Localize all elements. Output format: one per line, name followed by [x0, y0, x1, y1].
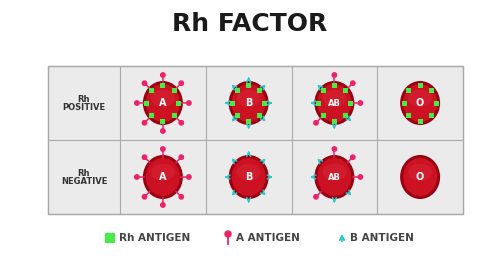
Ellipse shape	[403, 158, 437, 196]
Ellipse shape	[322, 164, 346, 181]
Circle shape	[225, 231, 231, 237]
Text: Rh: Rh	[78, 170, 90, 179]
Text: NEGATIVE: NEGATIVE	[61, 176, 107, 186]
Text: Rh: Rh	[78, 95, 90, 104]
Ellipse shape	[228, 81, 268, 125]
Circle shape	[160, 147, 165, 151]
Bar	[230, 101, 235, 106]
Ellipse shape	[400, 155, 440, 199]
Bar	[402, 101, 406, 106]
Ellipse shape	[408, 164, 432, 181]
Circle shape	[160, 203, 165, 207]
Bar	[246, 118, 251, 124]
Text: A ANTIGEN: A ANTIGEN	[236, 233, 300, 243]
Ellipse shape	[318, 84, 352, 122]
Circle shape	[358, 175, 362, 179]
Circle shape	[186, 101, 191, 105]
Text: POSITIVE: POSITIVE	[62, 102, 106, 111]
Ellipse shape	[403, 84, 437, 122]
Ellipse shape	[408, 90, 432, 107]
Bar	[149, 113, 154, 118]
Bar	[172, 88, 176, 93]
Text: AB: AB	[328, 173, 341, 181]
Bar	[434, 101, 438, 106]
Bar	[149, 88, 154, 93]
Bar	[418, 83, 422, 87]
Circle shape	[179, 195, 184, 199]
Text: A: A	[159, 98, 166, 108]
Bar	[406, 113, 412, 118]
Ellipse shape	[228, 155, 268, 199]
Text: B ANTIGEN: B ANTIGEN	[350, 233, 414, 243]
Bar	[320, 113, 326, 118]
Circle shape	[314, 195, 318, 199]
Bar	[176, 101, 182, 106]
Bar	[235, 88, 240, 93]
Circle shape	[160, 129, 165, 133]
Circle shape	[179, 155, 184, 159]
Text: O: O	[416, 98, 424, 108]
Bar	[348, 101, 353, 106]
Ellipse shape	[151, 164, 175, 181]
Circle shape	[142, 155, 146, 159]
Text: Rh FACTOR: Rh FACTOR	[172, 12, 328, 36]
Circle shape	[142, 195, 146, 199]
Bar	[258, 113, 262, 118]
Circle shape	[134, 101, 139, 105]
Bar	[144, 101, 150, 106]
Bar	[48, 66, 463, 214]
Bar	[429, 88, 434, 93]
Text: Rh ANTIGEN: Rh ANTIGEN	[119, 233, 190, 243]
Ellipse shape	[143, 155, 183, 199]
Circle shape	[160, 73, 165, 77]
Bar	[332, 118, 337, 124]
Circle shape	[350, 155, 355, 159]
Text: A: A	[159, 172, 166, 182]
Bar	[258, 88, 262, 93]
Bar	[160, 83, 166, 87]
Bar	[343, 113, 348, 118]
Ellipse shape	[314, 81, 354, 125]
Circle shape	[134, 175, 139, 179]
Bar	[343, 88, 348, 93]
Circle shape	[142, 81, 146, 85]
Ellipse shape	[146, 158, 180, 196]
Circle shape	[186, 175, 191, 179]
Ellipse shape	[400, 81, 440, 125]
Ellipse shape	[151, 90, 175, 107]
Bar	[429, 113, 434, 118]
Bar	[320, 88, 326, 93]
Circle shape	[142, 120, 146, 125]
Bar	[246, 83, 251, 87]
Text: B: B	[245, 172, 252, 182]
Bar	[332, 83, 337, 87]
Text: O: O	[416, 172, 424, 182]
Circle shape	[332, 147, 336, 151]
Ellipse shape	[322, 90, 346, 107]
Ellipse shape	[314, 155, 354, 199]
Text: B: B	[245, 98, 252, 108]
Bar	[418, 118, 422, 124]
Bar	[235, 113, 240, 118]
Bar	[172, 113, 176, 118]
Bar	[406, 88, 412, 93]
Circle shape	[332, 73, 336, 77]
Ellipse shape	[232, 158, 266, 196]
Ellipse shape	[146, 84, 180, 122]
Circle shape	[314, 120, 318, 125]
Bar	[262, 101, 267, 106]
Bar	[105, 233, 115, 243]
Ellipse shape	[318, 158, 352, 196]
Circle shape	[358, 101, 362, 105]
Bar	[160, 118, 166, 124]
Circle shape	[179, 120, 184, 125]
Ellipse shape	[236, 164, 260, 181]
Circle shape	[350, 81, 355, 85]
Circle shape	[179, 81, 184, 85]
Bar	[316, 101, 321, 106]
Ellipse shape	[143, 81, 183, 125]
Ellipse shape	[236, 90, 260, 107]
Ellipse shape	[232, 84, 266, 122]
Text: AB: AB	[328, 99, 341, 108]
